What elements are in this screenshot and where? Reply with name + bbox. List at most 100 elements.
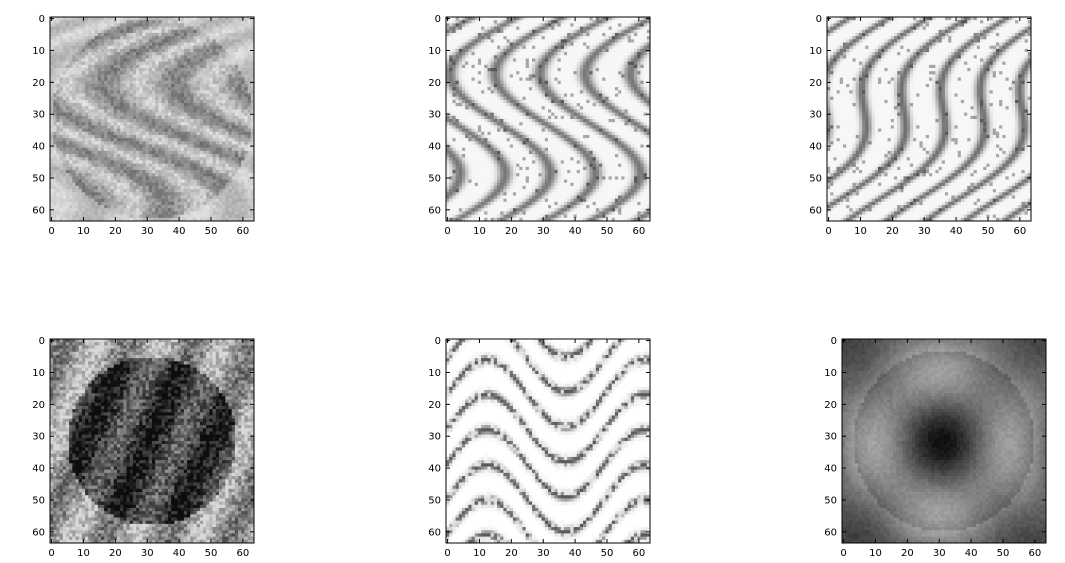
heatmap-cell [461,26,466,31]
heatmap-cell [614,23,619,27]
heatmap-cell [62,64,67,69]
heatmap-cell [238,96,242,101]
heatmap-cell [554,55,558,59]
heatmap-cell [145,64,150,69]
heatmap-cell [250,134,254,139]
heatmap-cell [123,109,127,114]
heatmap-cell [247,163,252,168]
heatmap-cell [116,154,121,158]
heatmap-cell [183,58,188,63]
heatmap-cell [107,141,111,145]
heatmap-cell [123,103,127,107]
heatmap-cell [88,214,92,219]
heatmap-cell [145,163,150,168]
heatmap-cell [53,128,57,133]
heatmap-cell [126,74,131,78]
heatmap-cell [241,179,245,184]
heatmap-cell [183,20,188,24]
heatmap-cell [174,58,178,63]
heatmap-cell [72,55,76,59]
heatmap-cell [193,189,198,193]
heatmap-cell [53,55,57,59]
heatmap-cell [69,128,73,133]
heatmap-cell [231,36,236,40]
heatmap-cell [193,87,198,91]
heatmap-cell [634,32,638,37]
heatmap-cell [50,55,54,59]
heatmap-cell [62,131,67,136]
heatmap-cell [152,20,156,24]
heatmap-cell [573,20,578,24]
heatmap-cell [113,115,118,120]
heatmap-cell [104,115,108,120]
heatmap-cell [190,58,194,63]
heatmap-cell [212,195,217,200]
heatmap-cell [621,29,625,34]
heatmap-cell [161,128,166,133]
heatmap-cell [541,29,546,34]
heatmap-cell [126,32,131,37]
heatmap-cell [65,217,70,221]
heatmap-cell [94,131,99,136]
heatmap-cell [56,55,60,59]
heatmap-cell [94,173,99,177]
heatmap-cell [500,17,504,21]
heatmap-cell [215,160,220,165]
heatmap-cell [497,17,501,21]
heatmap-cell [53,23,57,27]
heatmap-cell [155,170,159,174]
heatmap-cell [196,52,201,56]
heatmap-cell [203,160,207,165]
heatmap-cell [145,154,150,158]
heatmap-cell [152,154,156,158]
heatmap-cell [91,39,96,43]
heatmap-cell [113,42,118,47]
heatmap-cell [238,20,242,24]
heatmap-cell [53,74,57,78]
heatmap-cell [129,189,134,193]
heatmap-cell [81,39,86,43]
heatmap-cell [516,39,520,43]
heatmap-cell [116,17,121,21]
heatmap-cell [554,48,558,53]
heatmap-cell [142,217,147,221]
heatmap-cell [554,42,558,47]
heatmap-cell [241,29,245,34]
heatmap-cell [97,103,102,107]
heatmap-cell [107,64,111,69]
heatmap-cell [126,109,131,114]
heatmap-cell [222,83,226,88]
heatmap-cell [215,83,220,88]
heatmap-cell [512,55,517,59]
heatmap-cell [599,52,603,56]
heatmap-cell [110,173,115,177]
heatmap-cell [247,90,252,94]
heatmap-cell [522,39,527,43]
heatmap-cell [535,26,539,31]
heatmap-cell [72,144,76,149]
heatmap-cell [244,115,249,120]
heatmap-cell [50,185,54,190]
heatmap-cell [238,141,242,145]
heatmap-cell [136,205,140,209]
heatmap-cell [228,64,233,69]
heatmap-cell [621,17,625,21]
heatmap-cell [234,61,239,66]
heatmap-cell [222,64,226,69]
heatmap-cell [602,23,606,27]
heatmap-cell [222,157,226,161]
heatmap-cell [174,74,178,78]
heatmap-cell [481,36,485,40]
heatmap-cell [88,61,92,66]
heatmap-cell [241,99,245,104]
heatmap-cell [145,192,150,196]
heatmap-cell [222,144,226,149]
heatmap-cell [101,141,105,145]
heatmap-cell [493,42,498,47]
heatmap-cell [241,176,245,180]
heatmap-cell [110,55,115,59]
heatmap-cell [110,147,115,152]
heatmap-cell [164,20,169,24]
heatmap-cell [145,29,150,34]
heatmap-cell [142,42,147,47]
